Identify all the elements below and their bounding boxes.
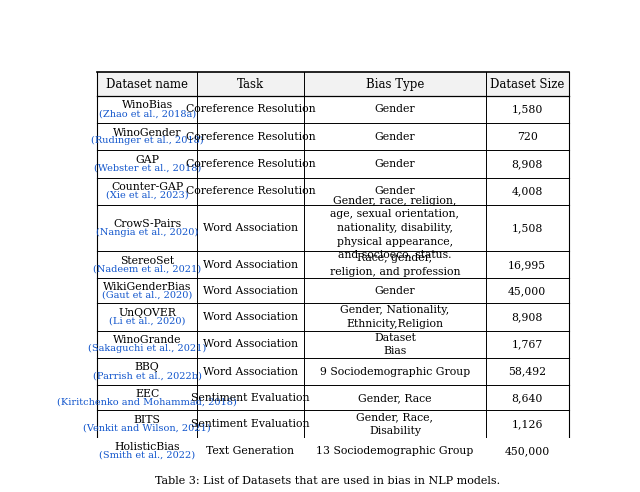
- Text: Counter-GAP: Counter-GAP: [111, 182, 183, 192]
- Text: Coreference Resolution: Coreference Resolution: [186, 186, 315, 196]
- Text: UnQOVER: UnQOVER: [118, 308, 176, 318]
- Text: (Li et al., 2020): (Li et al., 2020): [109, 317, 186, 326]
- Text: Gender: Gender: [374, 132, 415, 142]
- Text: Gender, Nationality,
Ethnicity,Religion: Gender, Nationality, Ethnicity,Religion: [340, 305, 449, 329]
- Bar: [97, 72, 568, 96]
- Text: 45,000: 45,000: [508, 286, 547, 296]
- Text: Gender, race, religion,
age, sexual orientation,
nationality, disability,
physic: Gender, race, religion, age, sexual orie…: [330, 196, 460, 260]
- Text: Word Association: Word Association: [203, 260, 298, 270]
- Text: CrowS-Pairs: CrowS-Pairs: [113, 219, 181, 229]
- Text: (Sakaguchi et al., 2021): (Sakaguchi et al., 2021): [88, 344, 206, 353]
- Text: (Parrish et al., 2022b): (Parrish et al., 2022b): [93, 371, 202, 380]
- Text: Word Association: Word Association: [203, 339, 298, 349]
- Text: Word Association: Word Association: [203, 367, 298, 376]
- Text: (Gaut et al., 2020): (Gaut et al., 2020): [102, 291, 192, 300]
- Text: (Xie et al., 2023): (Xie et al., 2023): [106, 191, 188, 200]
- Text: (Venkit and Wilson, 2021): (Venkit and Wilson, 2021): [83, 424, 211, 432]
- Text: 4,008: 4,008: [511, 186, 543, 196]
- Text: Race, gender,
religion, and profession: Race, gender, religion, and profession: [330, 253, 460, 277]
- Text: 1,508: 1,508: [511, 223, 543, 233]
- Text: WikiGenderBias: WikiGenderBias: [103, 282, 191, 292]
- Text: (Kiritchenko and Mohammad, 2018): (Kiritchenko and Mohammad, 2018): [57, 398, 237, 406]
- Text: Dataset name: Dataset name: [106, 78, 188, 91]
- Text: Task: Task: [237, 78, 264, 91]
- Text: Gender, Race,
Disability: Gender, Race, Disability: [356, 412, 433, 435]
- Text: WinoBias: WinoBias: [122, 100, 173, 110]
- Text: Bias Type: Bias Type: [365, 78, 424, 91]
- Text: Coreference Resolution: Coreference Resolution: [186, 159, 315, 169]
- Text: WinoGender: WinoGender: [113, 127, 181, 138]
- Text: BBQ: BBQ: [135, 363, 159, 372]
- Text: 8,640: 8,640: [511, 393, 543, 403]
- Text: Word Association: Word Association: [203, 223, 298, 233]
- Text: Sentiment Evaluation: Sentiment Evaluation: [191, 419, 310, 429]
- Text: Gender, Race: Gender, Race: [358, 393, 431, 403]
- Text: Sentiment Evaluation: Sentiment Evaluation: [191, 393, 310, 403]
- Text: HolisticBias: HolisticBias: [115, 442, 180, 452]
- Text: Dataset Size: Dataset Size: [490, 78, 564, 91]
- Text: Word Association: Word Association: [203, 312, 298, 322]
- Text: Gender: Gender: [374, 286, 415, 296]
- Text: Gender: Gender: [374, 186, 415, 196]
- Text: Coreference Resolution: Coreference Resolution: [186, 132, 315, 142]
- Text: Text Generation: Text Generation: [206, 446, 294, 456]
- Text: 13 Sociodemographic Group: 13 Sociodemographic Group: [316, 446, 474, 456]
- Text: 9 Sociodemographic Group: 9 Sociodemographic Group: [320, 367, 470, 376]
- Text: Word Association: Word Association: [203, 286, 298, 296]
- Text: 1,580: 1,580: [511, 104, 543, 115]
- Text: (Nadeem et al., 2021): (Nadeem et al., 2021): [93, 264, 201, 274]
- Text: 8,908: 8,908: [511, 159, 543, 169]
- Text: (Nangia et al., 2020): (Nangia et al., 2020): [96, 228, 198, 237]
- Text: Dataset
Bias: Dataset Bias: [374, 333, 416, 356]
- Text: (Rudinger et al., 2018): (Rudinger et al., 2018): [91, 136, 204, 146]
- Text: WinoGrande: WinoGrande: [113, 335, 181, 345]
- Text: Table 3: List of Datasets that are used in bias in NLP models.: Table 3: List of Datasets that are used …: [156, 476, 500, 486]
- Text: Coreference Resolution: Coreference Resolution: [186, 104, 315, 115]
- Text: 1,767: 1,767: [511, 339, 543, 349]
- Text: 8,908: 8,908: [511, 312, 543, 322]
- Text: (Zhao et al., 2018a): (Zhao et al., 2018a): [99, 109, 196, 118]
- Text: 16,995: 16,995: [508, 260, 547, 270]
- Text: (Webster et al., 2018): (Webster et al., 2018): [93, 164, 201, 173]
- Text: 58,492: 58,492: [508, 367, 547, 376]
- Text: Gender: Gender: [374, 159, 415, 169]
- Text: GAP: GAP: [135, 155, 159, 165]
- Text: 720: 720: [517, 132, 538, 142]
- Text: 1,126: 1,126: [511, 419, 543, 429]
- Text: Gender: Gender: [374, 104, 415, 115]
- Text: BITS: BITS: [134, 415, 161, 425]
- Text: (Smith et al., 2022): (Smith et al., 2022): [99, 451, 195, 460]
- Text: EEC: EEC: [135, 389, 159, 399]
- Text: 450,000: 450,000: [505, 446, 550, 456]
- Text: StereoSet: StereoSet: [120, 255, 174, 266]
